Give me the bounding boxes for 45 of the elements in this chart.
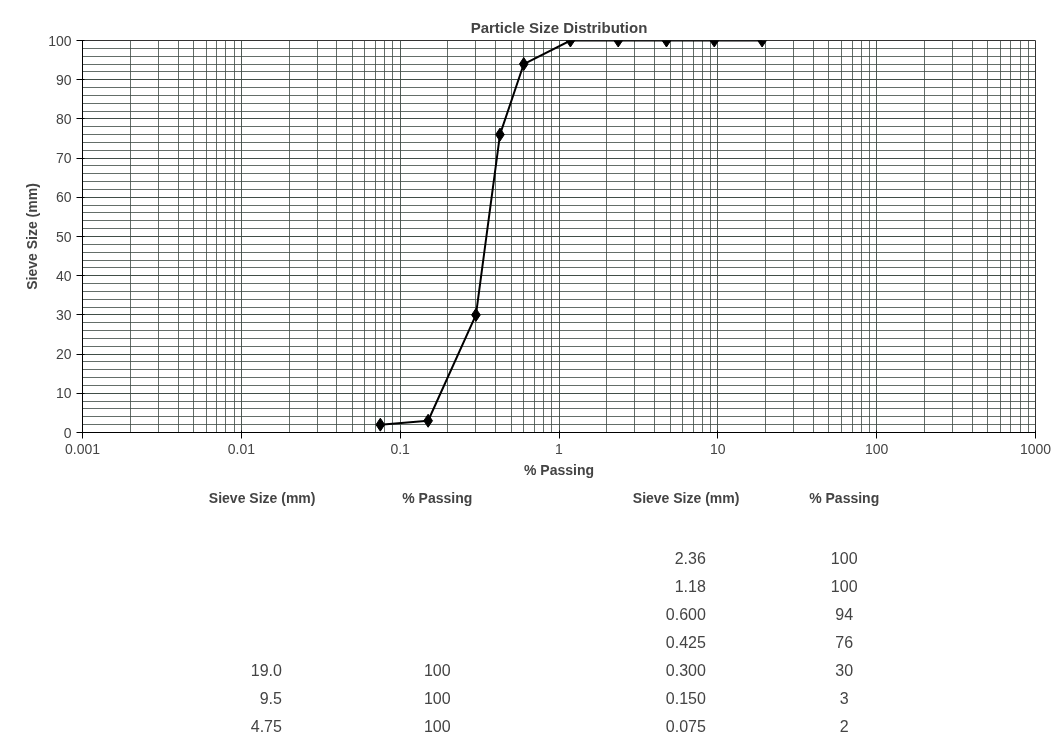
- x-tick-label: 0.1: [390, 440, 411, 457]
- text: 2.36: [674, 549, 706, 567]
- chart-title: Particle Size Distribution: [470, 18, 648, 36]
- y-tick-label: 90: [55, 71, 72, 88]
- text: 2: [839, 717, 849, 735]
- text: 0.300: [665, 661, 706, 679]
- text: % Passing: [402, 489, 473, 506]
- y-tick-label: 80: [55, 110, 72, 127]
- text: 76: [835, 633, 854, 651]
- text: 100: [423, 661, 451, 679]
- text: 0.600: [665, 605, 706, 623]
- text: Sieve Size (mm): [632, 489, 740, 506]
- y-tick-label: 10: [55, 385, 72, 402]
- y-tick-label: 40: [55, 267, 72, 284]
- x-tick-label: 0.01: [227, 440, 256, 457]
- y-tick-label: 100: [48, 32, 72, 49]
- text: 3: [839, 689, 849, 707]
- text: 1.18: [674, 577, 706, 595]
- text: Sieve Size (mm): [208, 489, 316, 506]
- x-axis-title: % Passing: [523, 461, 595, 478]
- text: 100: [830, 577, 858, 595]
- text: 0.075: [665, 717, 706, 735]
- y-axis-title: Sieve Size (mm): [24, 183, 41, 290]
- text: 100: [423, 689, 451, 707]
- x-tick-label: 10: [710, 440, 726, 457]
- text: 0.150: [665, 689, 706, 707]
- text: 19.0: [250, 661, 282, 679]
- text: 9.5: [259, 689, 282, 707]
- y-tick-label: 20: [55, 346, 72, 363]
- x-tick-label: 1: [555, 440, 564, 457]
- x-tick-label: 100: [864, 440, 889, 457]
- y-tick-label: 50: [55, 228, 72, 245]
- text: 0.425: [665, 633, 706, 651]
- y-tick-label: 30: [55, 306, 72, 323]
- y-tick-label: 60: [55, 189, 72, 206]
- text: 100: [830, 549, 858, 567]
- text: 30: [835, 661, 854, 679]
- text: % Passing: [809, 489, 880, 506]
- text: 100: [423, 717, 451, 735]
- y-tick-label: 0: [63, 424, 72, 441]
- x-tick-label: 1000: [1019, 440, 1052, 457]
- text: 4.75: [250, 717, 282, 735]
- x-tick-label: 0.001: [64, 440, 101, 457]
- y-tick-label: 70: [55, 150, 72, 167]
- text: 94: [835, 605, 854, 623]
